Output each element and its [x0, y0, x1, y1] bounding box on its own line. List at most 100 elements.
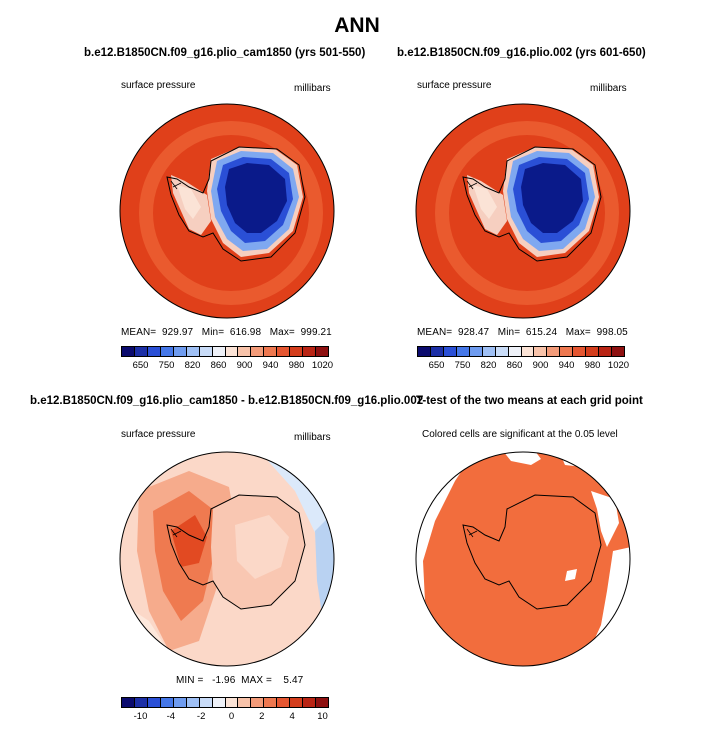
colorbar-swatch [186, 347, 200, 356]
colorbar-tick-label: 1020 [311, 360, 334, 371]
colorbar-tick-label: 650 [428, 360, 445, 371]
panel-3-map-border [119, 451, 335, 667]
panel-1-colorbar-ticks: 650 750 820 860 900 940 980 1020 [121, 360, 334, 372]
colorbar-swatch [277, 698, 291, 707]
panel-4-nonsig-ne [591, 491, 619, 547]
panel-3-colorbar [121, 697, 329, 708]
colorbar-swatch [290, 347, 304, 356]
colorbar-swatch [290, 698, 304, 707]
panel-4-map-border [415, 451, 631, 667]
colorbar-swatch [599, 347, 613, 356]
colorbar-swatch [160, 347, 174, 356]
colorbar-swatch [303, 698, 317, 707]
colorbar-swatch [316, 347, 328, 356]
panel-1-title: b.e12.B1850CN.f09_g16.plio_cam1850 (yrs … [84, 47, 366, 59]
colorbar-swatch [122, 347, 135, 356]
colorbar-tick-label: 10 [317, 711, 328, 722]
colorbar-swatch [534, 347, 548, 356]
colorbar-swatch [469, 347, 483, 356]
colorbar-tick-label: 940 [262, 360, 279, 371]
panel-1-map [119, 103, 335, 319]
panel-3-peak-field [171, 515, 207, 567]
panel-2-map-border [415, 103, 631, 319]
colorbar-swatch [277, 347, 291, 356]
panel-1-colorbar [121, 346, 329, 357]
colorbar-swatch [443, 347, 457, 356]
colorbar-swatch [521, 347, 535, 356]
colorbar-tick-label: 940 [558, 360, 575, 371]
colorbar-swatch [147, 347, 161, 356]
colorbar-swatch [430, 347, 444, 356]
colorbar-tick-label: 980 [584, 360, 601, 371]
panel-3-units-label: millibars [294, 432, 331, 443]
colorbar-swatch [238, 698, 252, 707]
colorbar-tick-label: 900 [532, 360, 549, 371]
colorbar-swatch [456, 347, 470, 356]
panel-3-negative-field-e [315, 511, 334, 641]
colorbar-swatch [199, 347, 213, 356]
colorbar-swatch [212, 698, 226, 707]
colorbar-swatch [199, 698, 213, 707]
colorbar-swatch [160, 698, 174, 707]
panel-3-colorbar-ticks: -10 -4 -2 0 2 4 10 [121, 711, 329, 723]
panel-2-variable-label: surface pressure [417, 80, 492, 91]
colorbar-swatch [122, 698, 135, 707]
colorbar-swatch [134, 347, 148, 356]
colorbar-tick-label: -10 [133, 711, 148, 722]
panel-2-colorbar-ticks: 650 750 820 860 900 940 980 1020 [417, 360, 630, 372]
panel-1-stats: MEAN= 929.97 Min= 616.98 Max= 999.21 [121, 327, 332, 338]
colorbar-swatch [186, 698, 200, 707]
panel-3-variable-label: surface pressure [121, 429, 196, 440]
panel-1-coastline [166, 146, 306, 262]
colorbar-tick-label: 900 [236, 360, 253, 371]
colorbar-tick-label: 4 [289, 711, 295, 722]
colorbar-swatch [251, 347, 265, 356]
panel-2-plateau-deep [521, 163, 583, 233]
colorbar-swatch [547, 347, 561, 356]
panel-3-map [119, 451, 335, 667]
colorbar-swatch [508, 347, 522, 356]
panel-3-title: b.e12.B1850CN.f09_g16.plio_cam1850 - b.e… [30, 395, 424, 407]
panel-2-units-label: millibars [590, 83, 627, 94]
panel-4-note: Colored cells are significant at the 0.0… [422, 429, 618, 440]
panel-4-significant-field [416, 452, 630, 666]
colorbar-swatch [303, 347, 317, 356]
panel-2-title: b.e12.B1850CN.f09_g16.plio.002 (yrs 601-… [397, 47, 646, 59]
colorbar-tick-label: -4 [166, 711, 176, 722]
panel-2-colorbar [417, 346, 625, 357]
panel-1-units-label: millibars [294, 83, 331, 94]
panel-4-coastline [462, 494, 602, 610]
colorbar-swatch [225, 347, 239, 356]
colorbar-tick-label: 980 [288, 360, 305, 371]
colorbar-swatch [225, 698, 239, 707]
colorbar-swatch [173, 347, 187, 356]
panel-2-coastline [462, 146, 602, 262]
panel-2-map [415, 103, 631, 319]
colorbar-tick-label: 750 [454, 360, 471, 371]
colorbar-swatch [212, 347, 226, 356]
panel-2-stats: MEAN= 928.47 Min= 615.24 Max= 998.05 [417, 327, 628, 338]
panel-3-coastline [166, 494, 306, 610]
colorbar-swatch [264, 347, 278, 356]
panel-1-variable-label: surface pressure [121, 80, 196, 91]
colorbar-swatch [316, 698, 328, 707]
panel-1-map-border [119, 103, 335, 319]
colorbar-swatch [612, 347, 624, 356]
colorbar-swatch [573, 347, 587, 356]
colorbar-tick-label: 750 [158, 360, 175, 371]
colorbar-swatch [482, 347, 496, 356]
colorbar-swatch [238, 347, 252, 356]
colorbar-swatch [173, 698, 187, 707]
colorbar-tick-label: 860 [210, 360, 227, 371]
colorbar-swatch [251, 698, 265, 707]
colorbar-swatch [134, 698, 148, 707]
colorbar-swatch [264, 698, 278, 707]
colorbar-swatch [560, 347, 574, 356]
colorbar-tick-label: 2 [259, 711, 265, 722]
panel-3-stats: MIN = -1.96 MAX = 5.47 [176, 675, 304, 686]
colorbar-swatch [586, 347, 600, 356]
colorbar-tick-label: 0 [228, 711, 235, 722]
colorbar-swatch [418, 347, 431, 356]
colorbar-tick-label: 820 [184, 360, 201, 371]
colorbar-tick-label: 820 [480, 360, 497, 371]
